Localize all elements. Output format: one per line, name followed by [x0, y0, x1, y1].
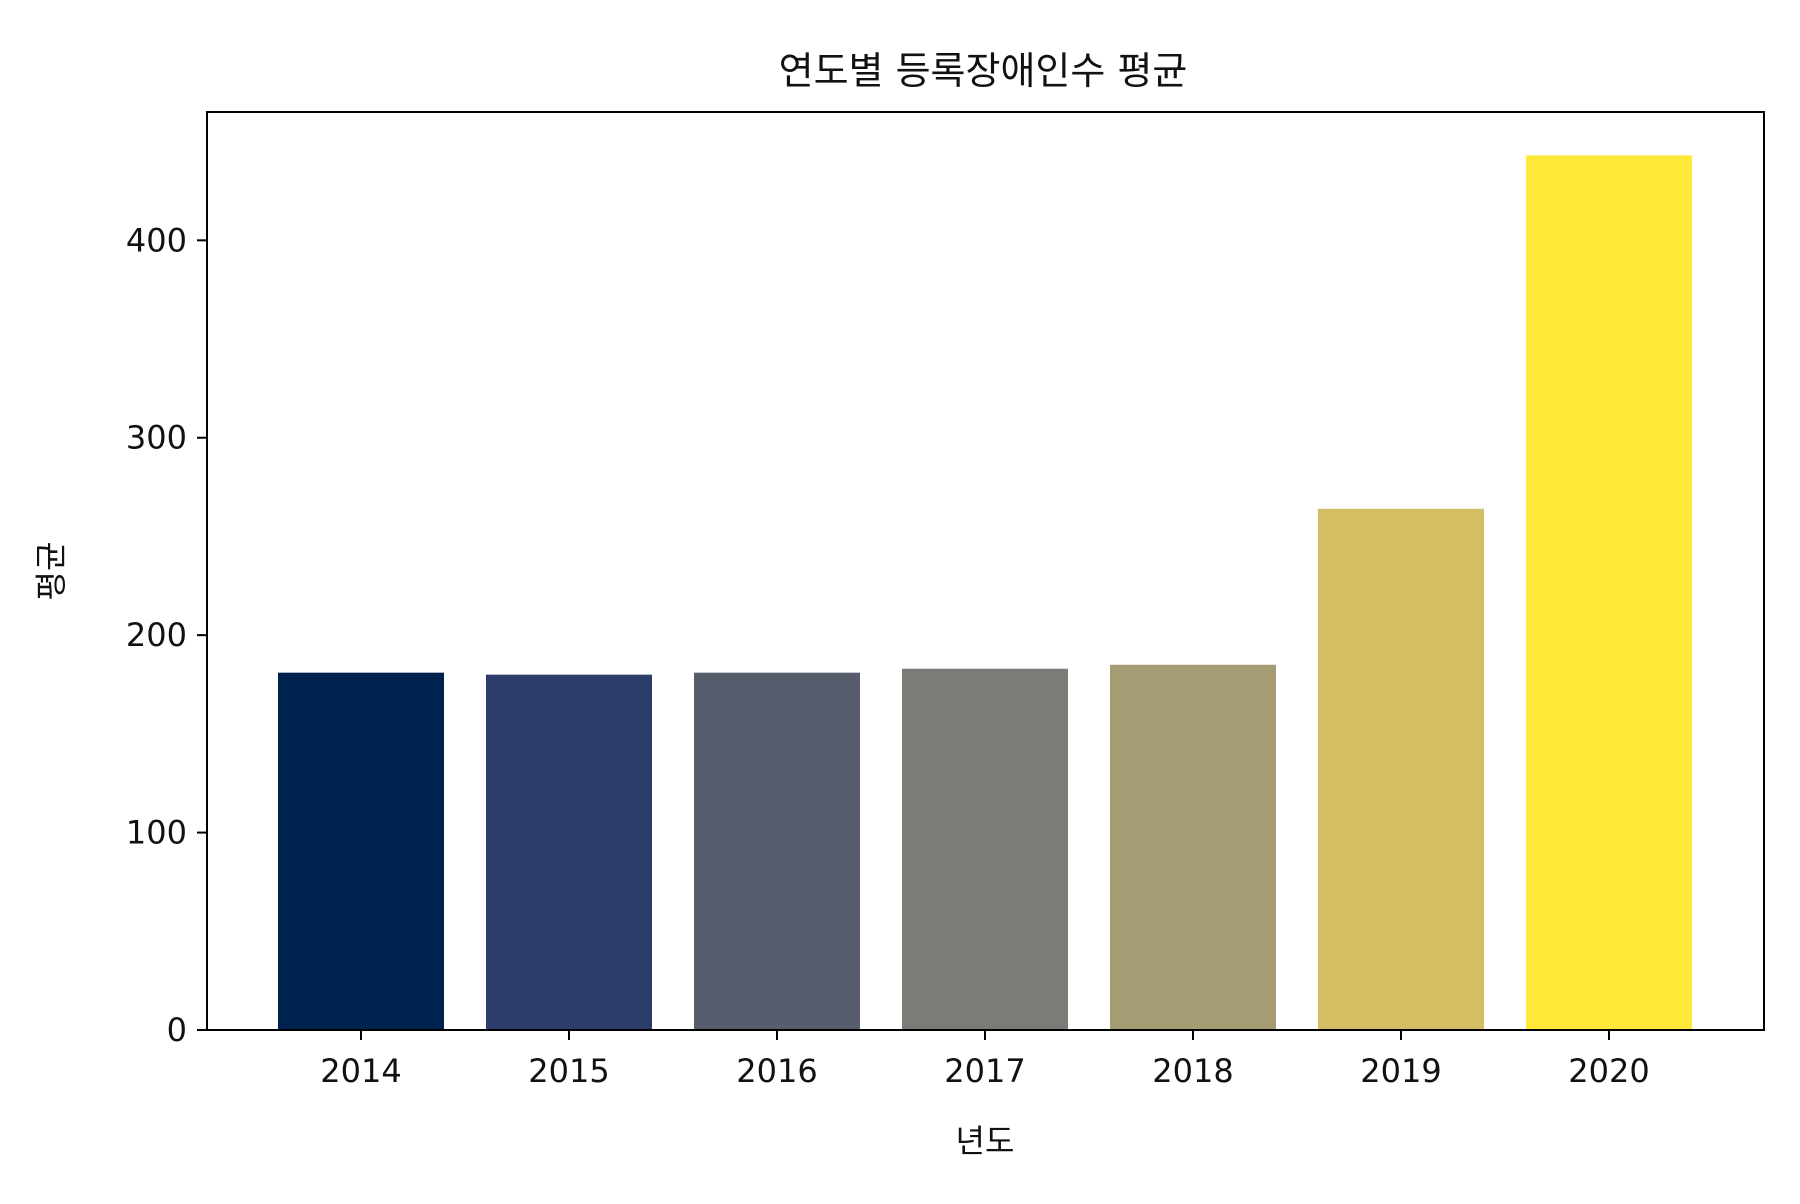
- bars-layer: [278, 155, 1692, 1031]
- y-axis: 0 100 200 300 400: [126, 221, 207, 1049]
- y-axis-label: 평균: [32, 542, 70, 601]
- bar-2018: [1110, 664, 1276, 1030]
- chart-title: 연도별 등록장애인수 평균: [779, 49, 1188, 93]
- x-tick-label-2020: 2020: [1568, 1052, 1649, 1090]
- x-axis: 2014 2015 2016 2017 2018 2019 2020: [320, 1030, 1650, 1090]
- x-tick-label-2016: 2016: [736, 1052, 817, 1090]
- bar-2020: [1526, 155, 1692, 1030]
- x-tick-label-2014: 2014: [320, 1052, 401, 1090]
- y-tick-label-400: 400: [126, 221, 187, 259]
- bar-2014: [278, 672, 444, 1030]
- y-tick-label-200: 200: [126, 616, 187, 654]
- bar-2015: [486, 674, 652, 1030]
- bar-2017: [902, 668, 1068, 1030]
- x-tick-label-2015: 2015: [528, 1052, 609, 1090]
- bar-2019: [1318, 508, 1484, 1031]
- x-tick-label-2019: 2019: [1360, 1052, 1441, 1090]
- y-tick-label-0: 0: [167, 1011, 187, 1049]
- bar-2016: [694, 672, 860, 1030]
- x-axis-label: 년도: [956, 1122, 1015, 1160]
- y-tick-label-100: 100: [126, 814, 187, 852]
- x-tick-label-2017: 2017: [944, 1052, 1025, 1090]
- y-tick-label-300: 300: [126, 419, 187, 457]
- x-tick-label-2018: 2018: [1152, 1052, 1233, 1090]
